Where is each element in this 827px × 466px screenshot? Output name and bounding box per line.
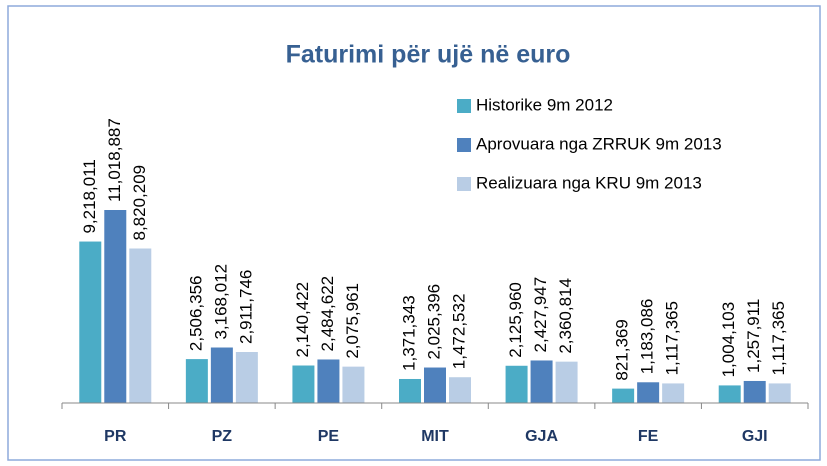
data-label: 2,140,422	[293, 282, 312, 358]
data-label: 1,183,086	[638, 299, 657, 375]
data-label: 1,257,911	[744, 299, 763, 373]
bar	[555, 361, 578, 403]
bar	[342, 366, 365, 403]
bar	[79, 241, 102, 403]
bar	[104, 210, 127, 403]
legend-swatch	[457, 99, 471, 113]
x-tick-label: MIT	[421, 428, 449, 445]
data-label: 2,360,814	[556, 278, 575, 354]
bar	[743, 380, 766, 403]
data-label: 821,369	[613, 319, 632, 380]
data-label: 3,168,012	[211, 264, 230, 340]
bar	[612, 388, 635, 403]
data-label: 11,018,887	[105, 118, 124, 202]
bar	[317, 359, 340, 403]
x-tick-label: GJA	[525, 428, 558, 445]
chart-title: Faturimi për ujë në euro	[286, 41, 571, 69]
bar	[505, 365, 528, 403]
x-tick-label: PZ	[212, 428, 233, 445]
legend-swatch	[457, 138, 471, 152]
bar	[718, 385, 741, 403]
data-label: 2,911,746	[236, 270, 255, 344]
data-label: 1,371,343	[399, 295, 418, 371]
bar	[530, 360, 553, 403]
data-label: 2,484,622	[318, 276, 337, 352]
data-label: 2,506,356	[186, 275, 205, 351]
bar	[210, 347, 233, 403]
legend-label: Aprovuara nga ZRRUK 9m 2013	[476, 134, 722, 153]
data-label: 2,025,396	[424, 284, 443, 360]
data-label: 2,075,961	[343, 283, 362, 359]
x-tick-label: GJI	[742, 428, 768, 445]
legend-swatch	[457, 177, 471, 191]
data-label: 1,004,103	[719, 302, 738, 378]
x-tick-label: FE	[638, 428, 659, 445]
bar	[662, 383, 685, 403]
bar	[637, 382, 660, 403]
legend-label: Realizuara nga KRU 9m 2013	[476, 173, 702, 192]
data-label: 1,472,532	[449, 294, 468, 370]
bar	[235, 351, 258, 403]
x-tick-label: PE	[318, 428, 340, 445]
bar	[185, 359, 208, 403]
x-tick-label: PR	[104, 428, 127, 445]
bar	[399, 378, 421, 403]
legend-label: Historike 9m 2012	[476, 95, 613, 114]
bar	[292, 365, 315, 403]
data-label: 2,125,960	[506, 282, 525, 358]
bar	[768, 383, 791, 403]
bar	[424, 367, 446, 403]
data-label: 1,117,365	[769, 301, 788, 375]
bar	[129, 248, 152, 403]
bar	[449, 377, 471, 403]
data-label: 8,820,209	[130, 165, 149, 241]
data-label: 2,427,947	[531, 277, 550, 353]
data-label: 9,218,011	[80, 159, 99, 233]
data-label: 1,117,365	[663, 301, 682, 375]
